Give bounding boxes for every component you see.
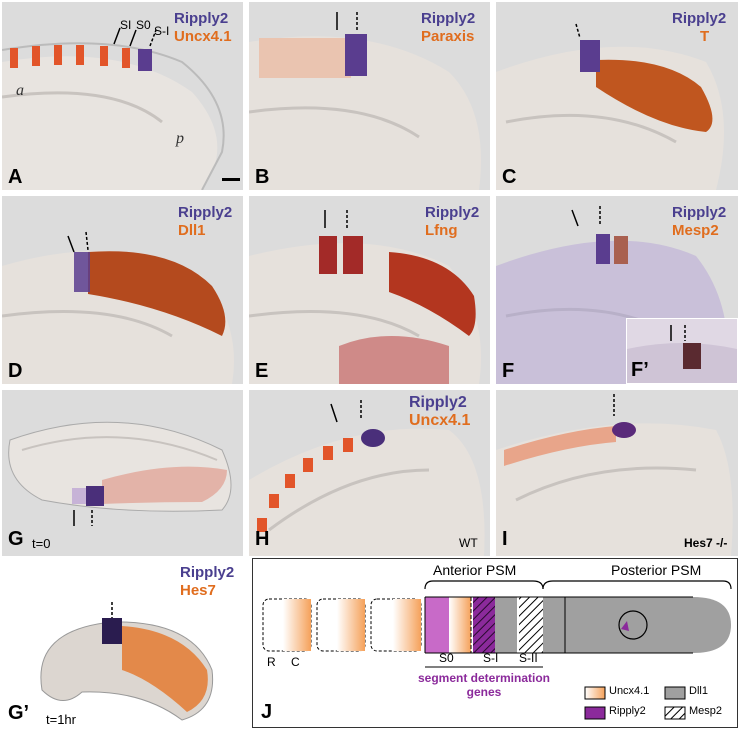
panel-label-h: H bbox=[255, 528, 270, 550]
axis-anterior: a bbox=[16, 82, 24, 99]
gene-label-ripply2: Ripply2 bbox=[178, 204, 233, 221]
time-t0: t=0 bbox=[32, 536, 51, 551]
gene-label-ripply2: Ripply2 bbox=[174, 10, 229, 27]
panel-label-i: I bbox=[502, 528, 508, 550]
panel-label-f: F bbox=[502, 360, 515, 382]
s-minus-1-label: S-I bbox=[483, 651, 499, 665]
legend-ripply2: Ripply2 bbox=[609, 705, 646, 717]
gene-label-uncx: Uncx4.1 bbox=[174, 28, 232, 45]
mark-s-i: S-I bbox=[154, 24, 170, 38]
panel-i: I Hes7 -/- bbox=[496, 390, 738, 556]
s0-label: S0 bbox=[439, 651, 454, 665]
panel-e: Ripply2 Lfng E bbox=[249, 196, 490, 384]
panel-h: Ripply2 Uncx4.1 H WT bbox=[249, 390, 490, 556]
gene-label-ripply2: Ripply2 bbox=[672, 10, 727, 27]
gene-label-t: T bbox=[700, 28, 710, 45]
anterior-psm-label: Anterior PSM bbox=[433, 562, 517, 578]
panel-label-c: C bbox=[502, 166, 517, 188]
panel-label-f-prime: F’ bbox=[631, 359, 649, 381]
gene-label-uncx-h: Uncx4.1 bbox=[409, 412, 471, 429]
panel-label-e: E bbox=[255, 360, 269, 382]
tag-hes7-mutant: Hes7 -/- bbox=[684, 536, 728, 550]
gene-label-ripply2-g: Ripply2 bbox=[180, 564, 235, 581]
panel-j-diagram: Anterior PSM Posterior PSM R C S0 S-I S-… bbox=[252, 558, 738, 728]
somite-rostral-label: R bbox=[267, 655, 276, 669]
gene-label-paraxis: Paraxis bbox=[421, 28, 475, 45]
panel-a: SI S0 S-I Ripply2 Uncx4.1 a p A bbox=[2, 2, 243, 190]
somite-caudal-label: C bbox=[291, 655, 300, 669]
panel-label-g-prime: G’ bbox=[8, 702, 30, 724]
segment-determination-label: segment determination genes bbox=[417, 671, 551, 699]
mark-si: SI bbox=[120, 18, 132, 32]
panel-label-a: A bbox=[8, 166, 23, 188]
embryo-b-image bbox=[249, 12, 481, 190]
gene-label-dll1: Dll1 bbox=[178, 222, 206, 239]
embryo-h-image bbox=[249, 400, 485, 556]
panel-label-g: G bbox=[8, 528, 24, 550]
gene-label-ripply2: Ripply2 bbox=[421, 10, 476, 27]
legend-dll1: Dll1 bbox=[689, 685, 708, 697]
embryo-g-image bbox=[8, 421, 232, 526]
axis-posterior: p bbox=[176, 130, 184, 147]
mark-s0: S0 bbox=[136, 18, 151, 32]
inset-f-prime: F’ bbox=[626, 318, 738, 384]
scale-bar bbox=[222, 178, 240, 181]
embryo-g-prime-image bbox=[40, 602, 214, 721]
legend-mesp2: Mesp2 bbox=[689, 705, 723, 717]
panel-label-j: J bbox=[261, 701, 273, 723]
panel-g-prime: G’ t=1hr bbox=[2, 600, 243, 728]
panel-b: Ripply2 Paraxis B bbox=[249, 2, 490, 190]
legend-uncx: Uncx4.1 bbox=[609, 685, 650, 697]
time-t1hr: t=1hr bbox=[46, 712, 76, 727]
panel-d: Ripply2 Dll1 D bbox=[2, 196, 243, 384]
gene-label-mesp2: Mesp2 bbox=[672, 222, 719, 239]
posterior-psm-label: Posterior PSM bbox=[611, 562, 702, 578]
panel-f: Ripply2 Mesp2 F F’ bbox=[496, 196, 738, 384]
gene-label-lfng: Lfng bbox=[425, 222, 458, 239]
embryo-e-image bbox=[249, 210, 481, 384]
s-minus-2-label: S-II bbox=[519, 651, 538, 665]
embryo-d-image bbox=[2, 231, 234, 384]
gene-label-ripply2: Ripply2 bbox=[425, 204, 480, 221]
uncx-stripes bbox=[10, 45, 152, 71]
psm-schematic bbox=[262, 580, 732, 720]
gene-label-hes7: Hes7 bbox=[180, 582, 216, 599]
gene-label-ripply2-h: Ripply2 bbox=[409, 394, 467, 411]
embryo-a-image bbox=[2, 27, 225, 190]
gene-label-ripply2: Ripply2 bbox=[672, 204, 727, 221]
panel-g: G t=0 bbox=[2, 390, 243, 556]
tag-wt: WT bbox=[459, 536, 478, 550]
panel-c: Ripply2 T C bbox=[496, 2, 738, 190]
panel-label-b: B bbox=[255, 166, 270, 188]
embryo-i-image bbox=[496, 394, 733, 556]
panel-label-d: D bbox=[8, 360, 23, 382]
embryo-c-image bbox=[496, 23, 724, 190]
